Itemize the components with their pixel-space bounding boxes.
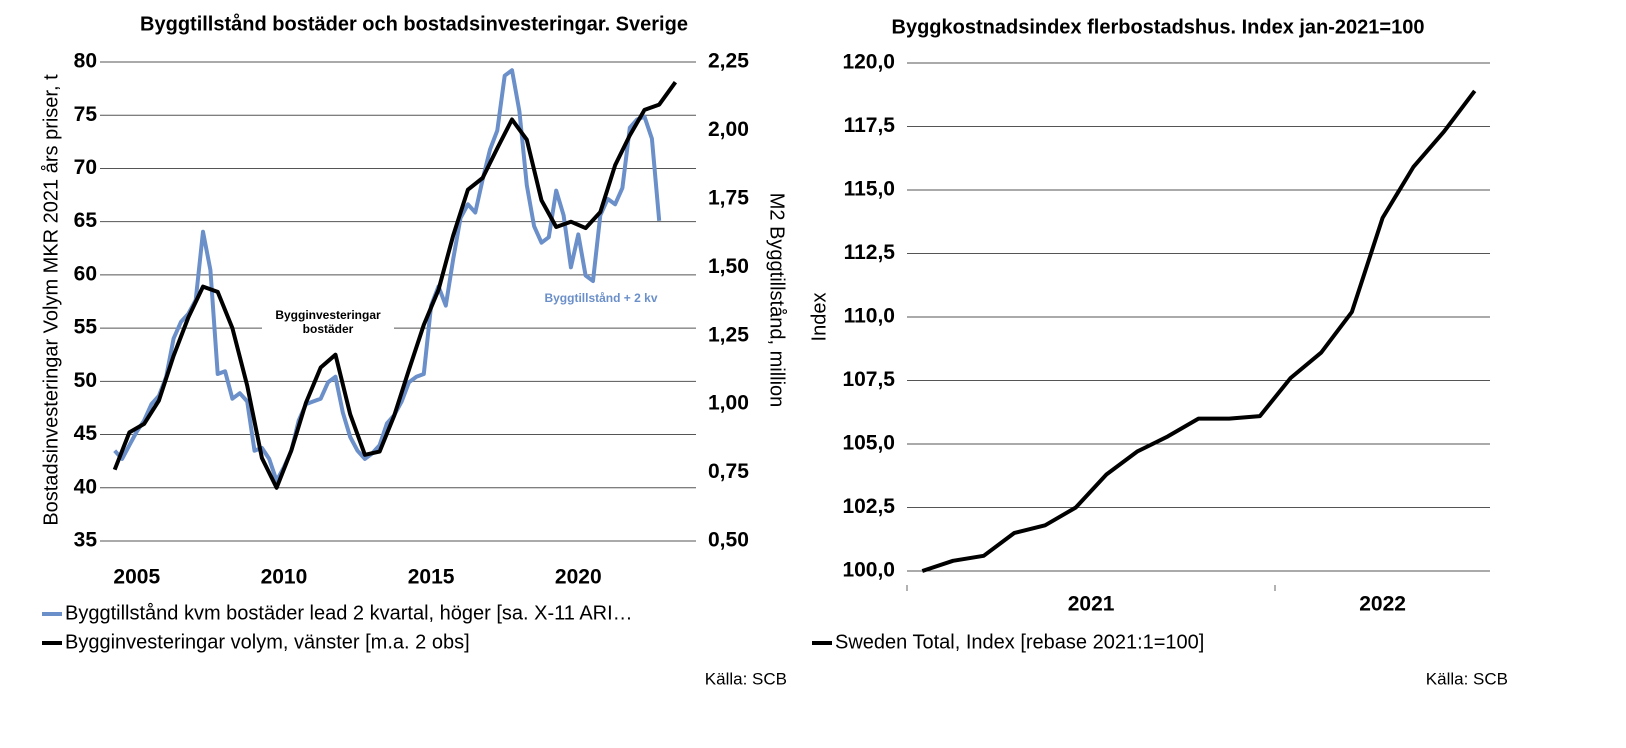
y-axis-label: Index	[808, 293, 830, 342]
y-axis-label: Bostadsinvesteringar Volym MKR 2021 års …	[40, 74, 62, 526]
annotation-background	[262, 307, 394, 337]
chart-title: Byggkostnadsindex flerbostadshus. Index …	[892, 16, 1425, 38]
legend-label: Bygginvesteringar volym, vänster [m.a. 2…	[65, 631, 470, 653]
y-tick-label: 60	[74, 262, 97, 285]
y-tick-label: 100,0	[842, 559, 895, 582]
source: Källa: SCB	[705, 669, 787, 688]
y-tick-label: 70	[74, 156, 97, 179]
y-tick-label: 50	[74, 369, 97, 392]
y-tick-label: 75	[74, 103, 98, 126]
y-tick-label: 35	[74, 529, 98, 552]
legend-label: Sweden Total, Index [rebase 2021:1=100]	[835, 631, 1204, 653]
y2-tick-label: 0,50	[708, 529, 749, 552]
y-tick-label: 107,5	[842, 368, 895, 391]
y-tick-label: 112,5	[844, 241, 896, 264]
y-tick-label: 115,0	[844, 178, 895, 201]
y-tick-label: 45	[74, 422, 98, 445]
x-group-label: 2022	[1359, 593, 1406, 616]
y2-tick-label: 2,00	[708, 118, 749, 141]
y2-tick-label: 1,25	[708, 323, 749, 346]
annotation: bostäder	[303, 322, 354, 336]
x-tick-label: 2005	[113, 566, 160, 589]
y2-axis-label: M2 Byggtillstånd, million	[766, 193, 788, 408]
x-tick-label: 2015	[408, 566, 455, 589]
source: Källa: SCB	[1426, 669, 1508, 688]
data-line	[113, 68, 662, 483]
y-tick-label: 110,0	[844, 305, 895, 328]
x-tick-label: 2020	[555, 566, 602, 589]
annotation: Byggtillstånd + 2 kv	[544, 291, 657, 305]
x-tick-label: 2010	[261, 566, 308, 589]
y-tick-label: 105,0	[842, 432, 895, 455]
y-tick-label: 80	[74, 50, 97, 73]
y2-tick-label: 1,75	[708, 186, 749, 209]
data-line	[112, 81, 678, 490]
y-tick-label: 40	[74, 475, 97, 498]
y-tick-label: 120,0	[842, 51, 895, 74]
chart-title: Byggtillstånd bostäder och bostadsinvest…	[140, 12, 688, 35]
y-tick-label: 55	[74, 316, 98, 339]
x-group-label: 2021	[1068, 593, 1115, 616]
annotation: Bygginvesteringar	[275, 308, 381, 322]
y2-tick-label: 1,50	[708, 255, 749, 278]
y2-tick-label: 2,25	[708, 50, 749, 73]
legend-label: Byggtillstånd kvm bostäder lead 2 kvarta…	[65, 602, 633, 624]
y2-tick-label: 1,00	[708, 392, 749, 415]
y-tick-label: 102,5	[842, 495, 895, 518]
y2-tick-label: 0,75	[708, 460, 749, 483]
data-line	[921, 89, 1477, 573]
y-tick-label: 117,5	[844, 114, 896, 137]
y-tick-label: 65	[74, 209, 98, 232]
